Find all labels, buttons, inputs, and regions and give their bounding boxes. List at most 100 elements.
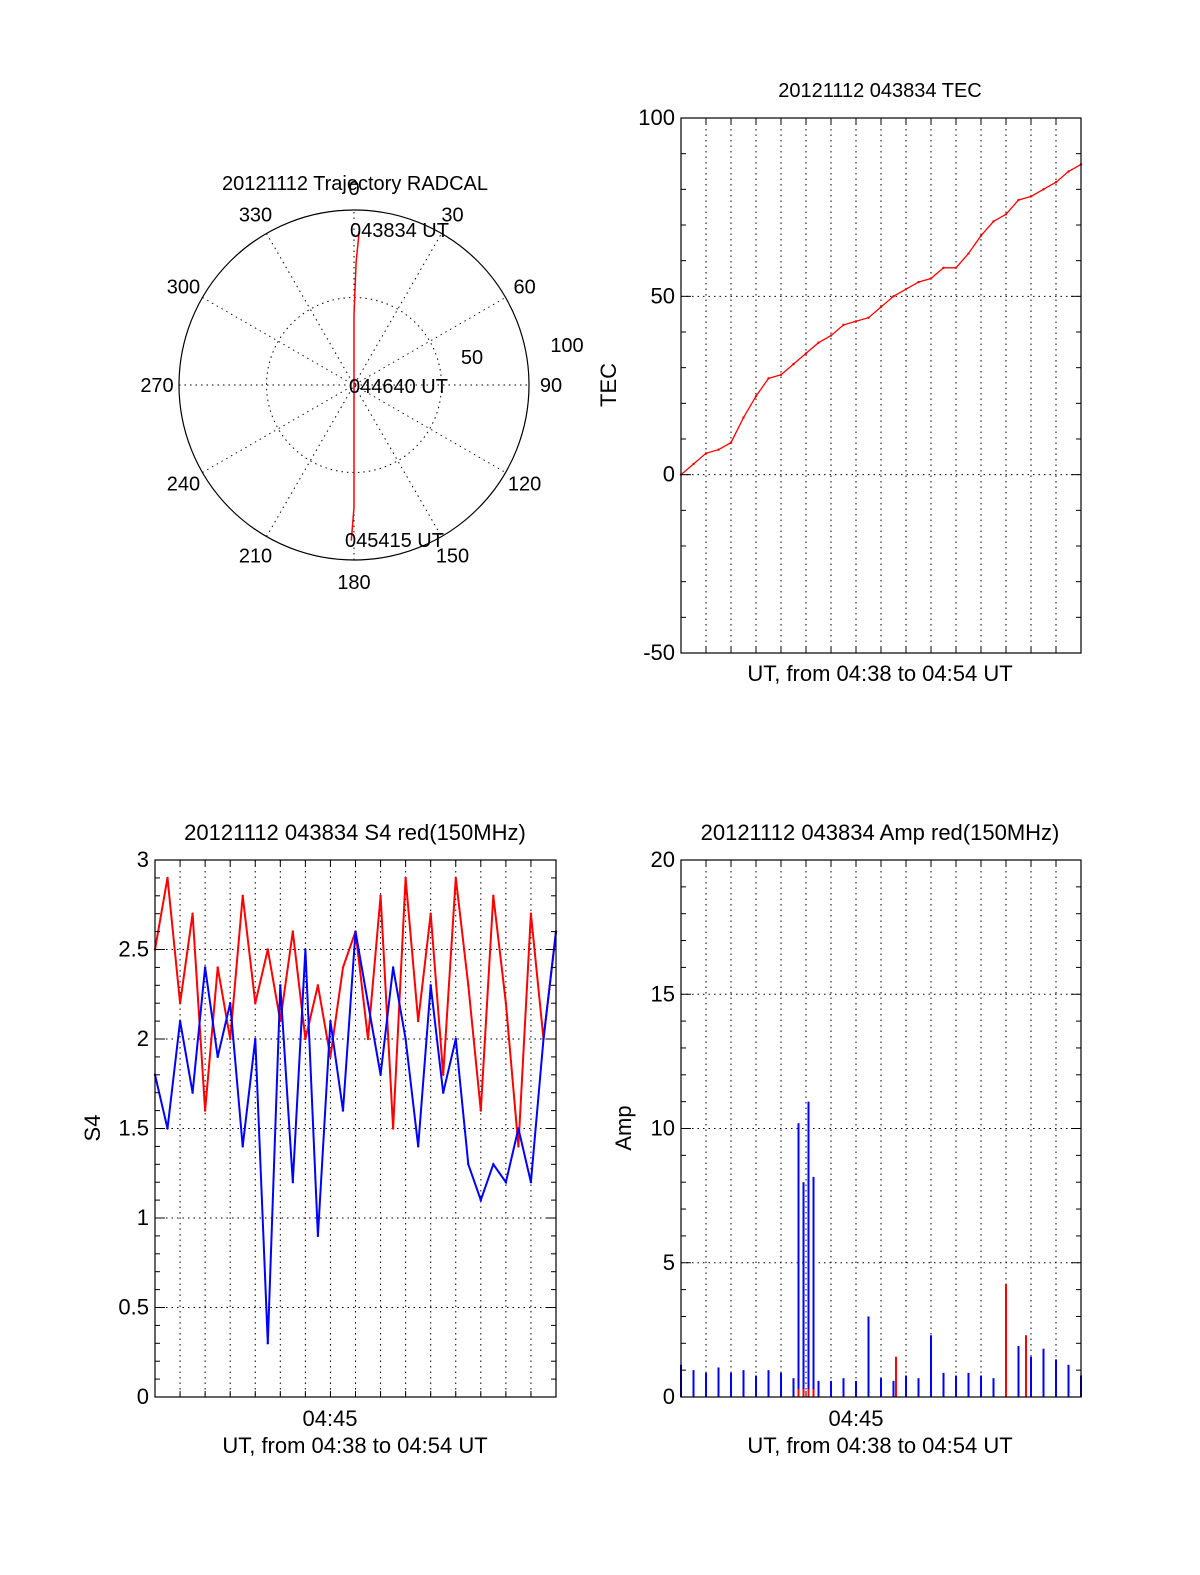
red-data-point bbox=[692, 462, 695, 466]
blue-data-point bbox=[341, 1109, 345, 1112]
blue-data-point bbox=[429, 984, 432, 987]
blue-data-point bbox=[191, 1091, 194, 1094]
red-data-point bbox=[704, 452, 708, 455]
y-tick-label: 1 bbox=[137, 1205, 149, 1230]
blue-data-point bbox=[228, 1002, 232, 1005]
red-data-point bbox=[767, 377, 770, 380]
red-data-point bbox=[492, 894, 495, 897]
blue-data-point bbox=[316, 1234, 320, 1238]
red-data-point bbox=[842, 323, 845, 327]
red-data-point bbox=[341, 966, 345, 969]
polar-spoke bbox=[202, 297, 506, 473]
s4-y-ticks: 0 0.5 1 1.5 2 2.5 3 bbox=[118, 847, 556, 1409]
red-data-point bbox=[228, 1037, 232, 1041]
tec-plot-frame bbox=[680, 117, 1082, 654]
amp-title: 20121112 043834 Amp red(150MHz) bbox=[701, 820, 1060, 845]
y-tick-label: 2 bbox=[137, 1026, 149, 1051]
red-data-point bbox=[717, 448, 720, 451]
blue-data-point bbox=[379, 1073, 382, 1077]
red-data-point bbox=[529, 912, 533, 915]
azimuth-label: 180 bbox=[337, 572, 370, 594]
y-tick-label: 1.5 bbox=[118, 1116, 149, 1141]
tec-series bbox=[679, 163, 1083, 476]
blue-data-point bbox=[416, 1145, 420, 1148]
red-data-point bbox=[729, 441, 733, 444]
red-data-point bbox=[1029, 195, 1033, 198]
y-tick-label: 0 bbox=[663, 462, 675, 487]
red-data-point bbox=[779, 373, 783, 376]
red-data-point bbox=[854, 320, 858, 323]
polar-spoke bbox=[202, 297, 506, 473]
trajectory-end-label: 045415 UT bbox=[345, 530, 444, 552]
amp-panel: 20121112 043834 Amp red(150MHz) 0 5 10 15 20… bbox=[611, 820, 1082, 1458]
trajectory-start-label: 043834 UT bbox=[350, 220, 449, 242]
azimuth-label: 150 bbox=[436, 546, 469, 568]
blue-data-point bbox=[542, 1037, 545, 1041]
s4-x-axis-label: UT, from 04:38 to 04:54 UT bbox=[222, 1433, 487, 1458]
blue-data-point bbox=[391, 966, 395, 969]
amp-x-tick-label: 04:45 bbox=[828, 1406, 883, 1431]
red-series-line bbox=[680, 163, 1082, 476]
red-data-point bbox=[203, 1109, 207, 1112]
red-data-point bbox=[416, 1019, 420, 1023]
red-data-point bbox=[291, 930, 295, 933]
s4-panel: 20121112 043834 S4 red(150MHz) 0 0.5 1 1.5 2… bbox=[80, 820, 558, 1458]
blue-data-point bbox=[291, 1181, 295, 1184]
red-data-point bbox=[967, 252, 970, 255]
blue-data-point bbox=[479, 1198, 483, 1202]
blue-data-point bbox=[454, 1037, 457, 1041]
red-data-point bbox=[892, 295, 895, 298]
red-data-point bbox=[1042, 188, 1045, 191]
red-data-point bbox=[504, 1002, 508, 1005]
s4-x-tick-label: 04:45 bbox=[302, 1406, 357, 1431]
red-data-point bbox=[917, 280, 920, 284]
red-data-point bbox=[191, 912, 194, 915]
y-tick-label: 0 bbox=[137, 1384, 149, 1409]
trajectory-mid-label: 044640 UT bbox=[349, 376, 448, 398]
azimuth-label: 120 bbox=[508, 474, 541, 496]
red-data-point bbox=[754, 395, 758, 398]
amp-x-axis-label: UT, from 04:38 to 04:54 UT bbox=[747, 1433, 1012, 1458]
red-data-point bbox=[366, 1037, 370, 1041]
red-data-point bbox=[942, 266, 945, 269]
blue-data-point bbox=[203, 966, 207, 969]
trajectory-series bbox=[350, 229, 361, 541]
red-data-point bbox=[517, 1145, 520, 1148]
tec-title: 20121112 043834 TEC bbox=[778, 80, 982, 102]
radial-label-50: 50 bbox=[461, 347, 483, 369]
polar-grid bbox=[179, 210, 529, 560]
blue-data-point bbox=[404, 1037, 407, 1041]
red-data-point bbox=[404, 876, 407, 880]
polar-outer-ring bbox=[178, 209, 530, 561]
y-tick-label: 100 bbox=[638, 105, 675, 130]
blue-data-point bbox=[304, 948, 307, 951]
trajectory-line bbox=[350, 229, 361, 541]
tec-x-axis-label: UT, from 04:38 to 04:54 UT bbox=[747, 661, 1012, 686]
red-data-point bbox=[1054, 181, 1058, 184]
amp-y-ticks: 0 5 10 15 20 bbox=[651, 847, 1081, 1409]
amp-grid bbox=[681, 860, 1081, 1397]
blue-data-point bbox=[517, 1127, 520, 1130]
azimuth-label: 240 bbox=[167, 474, 200, 496]
red-data-point bbox=[929, 277, 933, 280]
red-data-point bbox=[792, 362, 795, 366]
azimuth-label: 30 bbox=[441, 204, 463, 226]
azimuth-label: 210 bbox=[239, 546, 272, 568]
tec-grid bbox=[681, 118, 1081, 653]
red-data-point bbox=[241, 894, 244, 897]
blue-data-point bbox=[166, 1127, 169, 1130]
y-tick-label: 3 bbox=[137, 847, 149, 872]
y-tick-label: 50 bbox=[651, 283, 675, 308]
red-data-point bbox=[879, 305, 883, 309]
red-data-point bbox=[266, 948, 269, 951]
azimuth-label: 0 bbox=[348, 178, 359, 200]
red-data-point bbox=[479, 1109, 483, 1112]
blue-data-point bbox=[467, 1163, 470, 1166]
amp-plot-frame bbox=[680, 859, 1082, 1398]
red-data-point bbox=[316, 984, 320, 987]
y-tick-label: 2.5 bbox=[118, 937, 149, 962]
red-data-point bbox=[992, 220, 995, 223]
azimuth-label: 270 bbox=[140, 375, 173, 397]
amp-y-axis-label: Amp bbox=[611, 1105, 636, 1150]
red-data-point bbox=[216, 966, 219, 969]
